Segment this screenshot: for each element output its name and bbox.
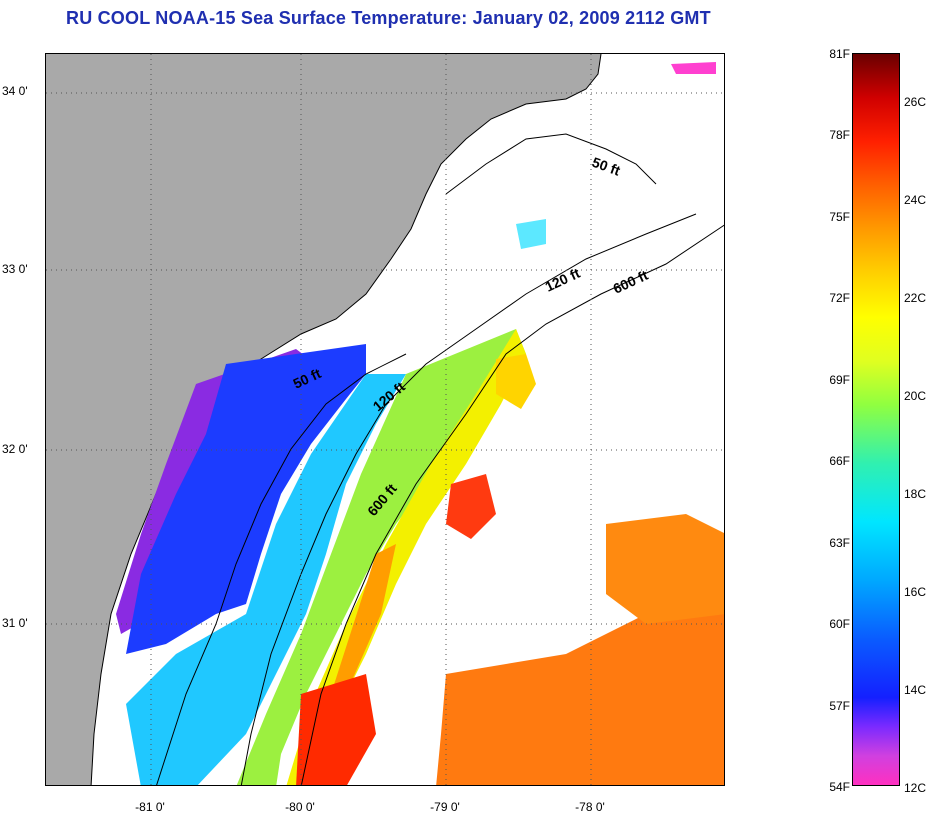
y-tick-label: 34 0' xyxy=(2,84,28,98)
x-tick-label: -78 0' xyxy=(575,800,605,814)
colorbar-label-f: 69F xyxy=(829,373,850,387)
colorbar-label-c: 12C xyxy=(904,781,927,795)
map-canvas: 50 ft 120 ft 600 ft 50 ft 120 ft 600 ft xyxy=(46,54,724,785)
sst-cyan-region xyxy=(126,374,406,785)
land-mass xyxy=(46,54,601,785)
temperature-colorbar xyxy=(852,53,900,786)
sst-magenta-patch xyxy=(671,62,716,74)
sst-map[interactable]: 50 ft 120 ft 600 ft 50 ft 120 ft 600 ft xyxy=(45,53,725,786)
colorbar-label-c: 14C xyxy=(904,683,927,697)
sst-blue-region xyxy=(126,344,366,654)
contour-50ft xyxy=(156,133,657,785)
colorbar-label-f: 63F xyxy=(829,536,850,550)
colorbar-label-f: 81F xyxy=(829,47,850,61)
sst-red-patch xyxy=(296,674,376,785)
colorbar-label-c: 22C xyxy=(904,291,927,305)
colorbar-label-f: 60F xyxy=(829,617,850,631)
colorbar-label-c: 18C xyxy=(904,487,927,501)
sst-yellow-offshore xyxy=(496,354,536,409)
sst-orange-east xyxy=(436,614,724,785)
colorbar-label-c: 26C xyxy=(904,95,927,109)
contour-label-120ft-north: 120 ft xyxy=(543,265,583,295)
coastline xyxy=(90,54,602,785)
colorbar-label-c: 20C xyxy=(904,389,927,403)
colorbar-label-f: 57F xyxy=(829,699,850,713)
y-tick-label: 33 0' xyxy=(2,262,28,276)
contour-label-600ft-north: 600 ft xyxy=(611,267,651,297)
colorbar-label-c: 24C xyxy=(904,193,927,207)
colorbar-label-f: 54F xyxy=(829,780,850,794)
colorbar-label-f: 75F xyxy=(829,210,850,224)
colorbar-label-f: 66F xyxy=(829,454,850,468)
x-tick-label: -81 0' xyxy=(135,800,165,814)
contour-120ft xyxy=(240,213,697,785)
map-title: RU COOL NOAA-15 Sea Surface Temperature:… xyxy=(66,8,711,28)
sst-orange-east-2 xyxy=(606,514,724,624)
y-tick-label: 31 0' xyxy=(2,616,28,630)
sst-cyan-nearshore xyxy=(516,219,546,249)
colorbar-label-f: 78F xyxy=(829,128,850,142)
graticule xyxy=(46,54,724,785)
y-tick-label: 32 0' xyxy=(2,442,28,456)
x-tick-label: -79 0' xyxy=(430,800,460,814)
contour-600ft xyxy=(300,224,724,785)
x-tick-label: -80 0' xyxy=(285,800,315,814)
sst-red-offshore xyxy=(446,474,496,539)
colorbar-label-f: 72F xyxy=(829,291,850,305)
contour-label-50ft-north: 50 ft xyxy=(590,154,623,179)
colorbar-label-c: 16C xyxy=(904,585,927,599)
